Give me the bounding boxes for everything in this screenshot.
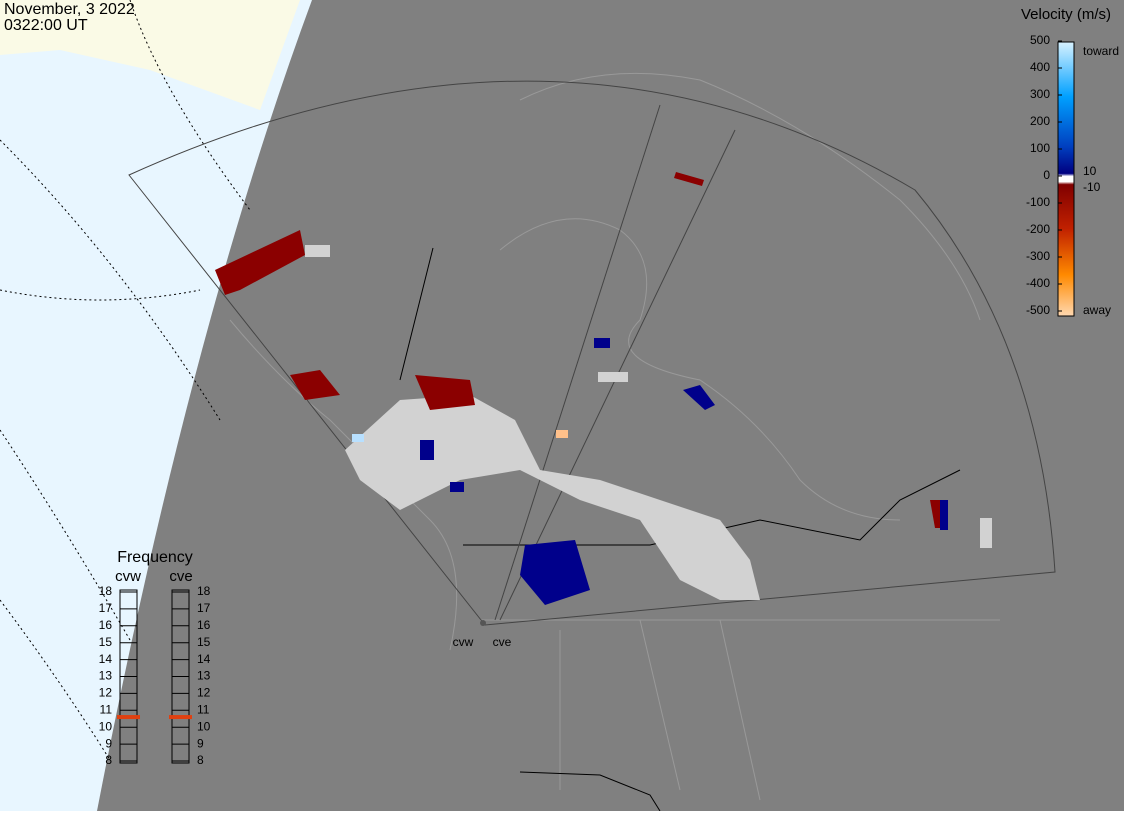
frequency-marker [117,715,140,720]
frequency-tick-label: 11 [197,702,210,716]
frequency-tick-label: 13 [197,669,211,683]
velocity-title: Velocity (m/s) [1021,6,1111,23]
radar-label: cve [493,635,512,649]
radar-name: cvw [115,568,141,585]
scatter-cells [215,172,992,605]
time: 0322:00 UT [4,17,88,34]
frequency-tick-label: 13 [99,669,113,683]
coastlines [229,72,1000,801]
radar-site [480,620,486,626]
date: November, 3 2022 [4,1,135,18]
velocity-tick-label: 100 [1030,141,1050,155]
inner-tick-label: 10 [1083,164,1097,178]
frequency-tick-label: 17 [99,601,113,615]
frequency-tick-label: 8 [197,753,204,767]
frequency-tick-label: 10 [99,719,113,733]
velocity-tick-label: -300 [1026,249,1050,263]
frequency-tick-label: 15 [99,635,113,649]
grid-lines [0,0,251,761]
border [463,469,961,546]
frequency-tick-label: 11 [100,702,113,716]
frequency-tick-label: 14 [99,652,113,666]
velocity-tick-label: 500 [1030,33,1050,47]
frequency-tick-label: 9 [105,736,112,750]
frequency-tick-label: 17 [197,601,211,615]
frequency-tick-label: 9 [197,736,204,750]
away-label: away [1083,303,1111,317]
frequency-tick-label: 8 [105,753,112,767]
velocity-tick-label: -500 [1026,303,1050,317]
frequency-tick-label: 12 [99,686,113,700]
radar-label: cvw [453,635,474,649]
frequency-title: Frequency [117,549,193,566]
velocity-tick-label: 0 [1043,168,1050,182]
frequency-tick-label: 18 [197,584,211,598]
velocity-tick-label: -200 [1026,222,1050,236]
frequency-marker [169,715,192,720]
frequency-tick-label: 14 [197,652,211,666]
scales: 500 400 300 200 100 0 -100 -200 -300 -400 -500 18 17… [99,33,1062,767]
beam-line [399,247,434,381]
frequency-tick-label: 16 [197,618,211,632]
velocity-tick-label: 200 [1030,114,1050,128]
toward-label: toward [1083,44,1119,58]
land-day [0,0,300,110]
velocity-tick-label: 300 [1030,87,1050,101]
radar-name: cve [169,568,192,585]
frequency-tick-label: 12 [197,686,211,700]
velocity-colorbar [1057,41,1075,317]
frequency-tick-label: 18 [99,584,113,598]
velocity-tick-label: -100 [1026,195,1050,209]
frequency-tick-label: 15 [197,635,211,649]
frequency-tick-label: 16 [99,618,113,632]
night-side [97,0,1124,811]
velocity-tick-label: -400 [1026,276,1050,290]
frequency-tick-label: 10 [197,719,211,733]
border [519,771,661,812]
inner-tick-label: -10 [1083,180,1101,194]
velocity-tick-label: 400 [1030,60,1050,74]
